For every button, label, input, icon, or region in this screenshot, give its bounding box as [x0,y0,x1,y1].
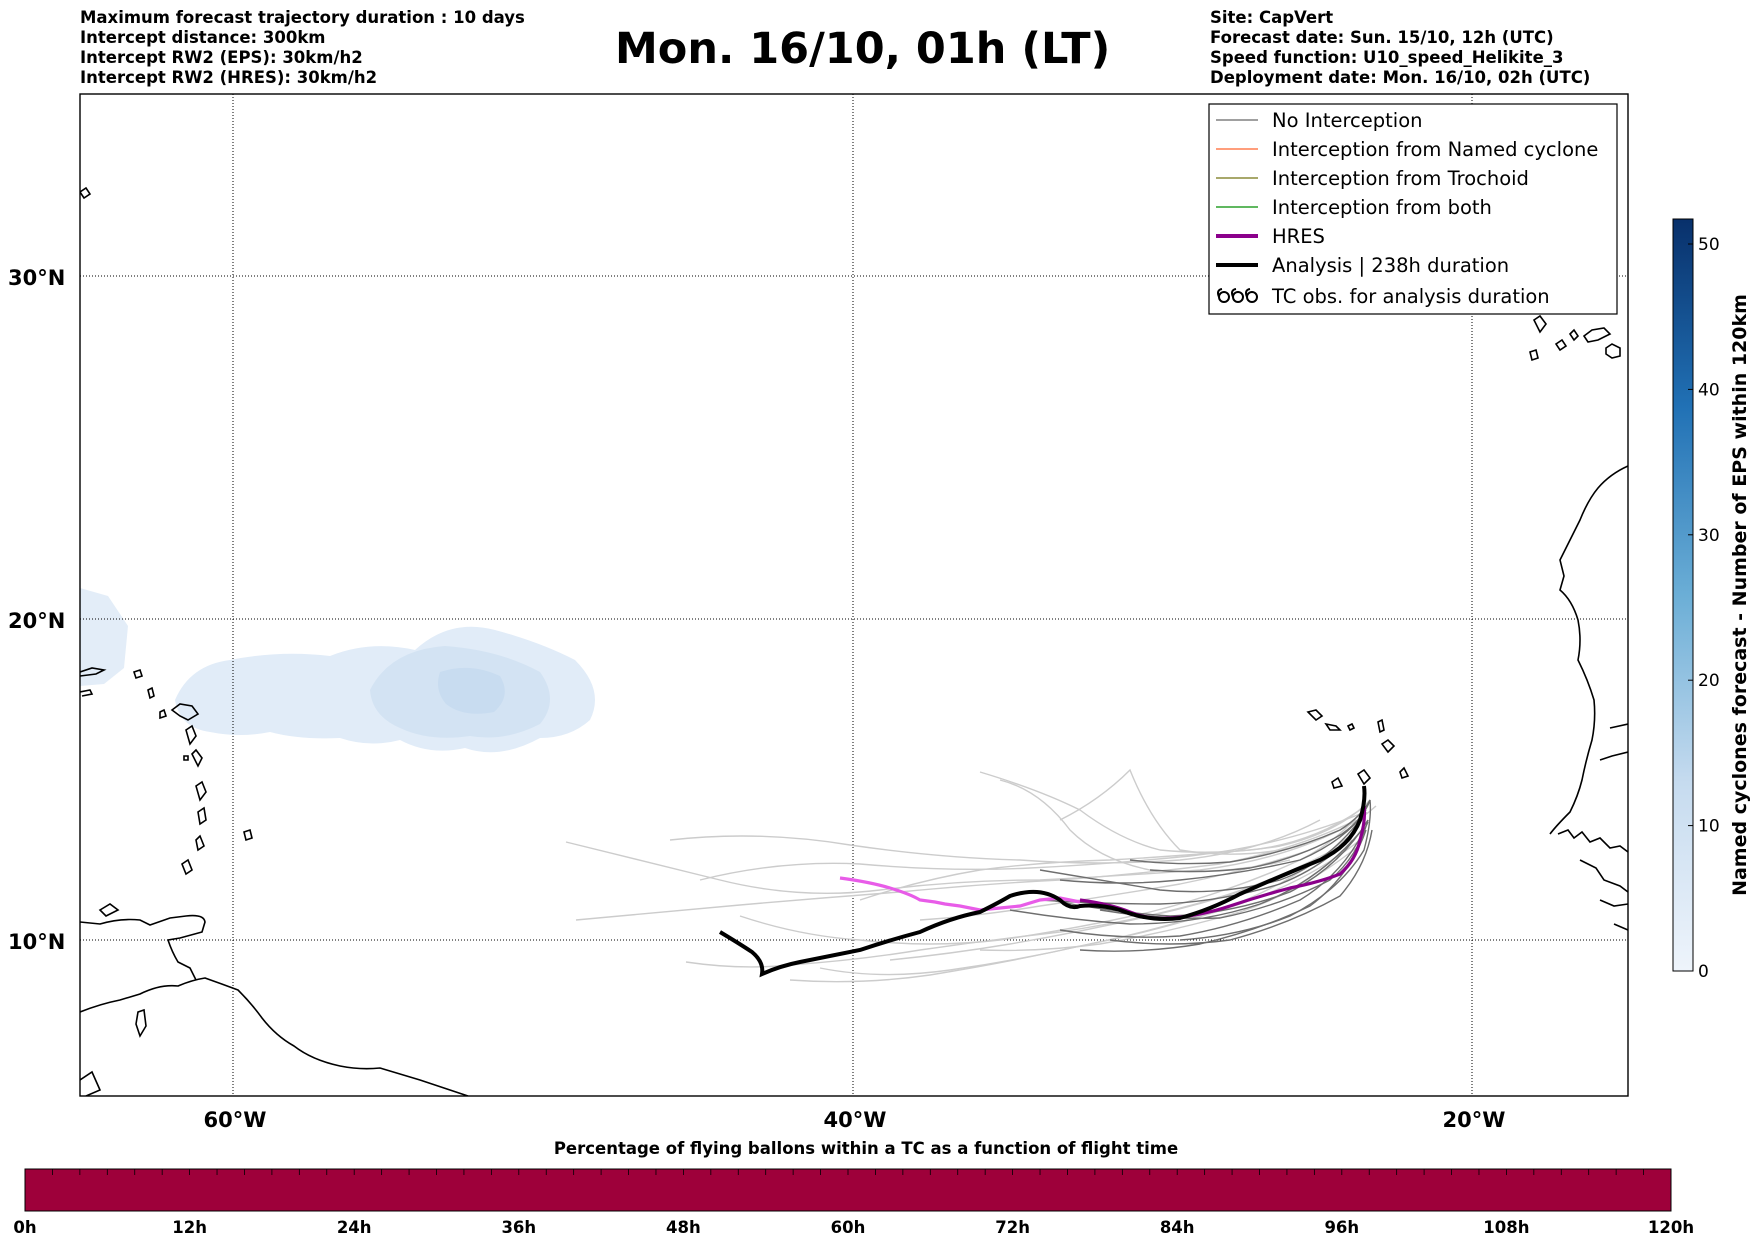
map-legend: No Interception Interception from Named … [1208,103,1618,315]
forecast-parameters: Maximum forecast trajectory duration : 1… [80,8,525,88]
site-info: Site: CapVert Forecast date: Sun. 15/10,… [1210,8,1590,88]
colorbar-tick-label: 30 [1698,526,1720,546]
ensemble-trajectories [565,768,1377,983]
intercept-hres-line: Intercept RW2 (HRES): 30km/h2 [80,68,378,87]
flight-time-tick-label: 0h [13,1218,36,1237]
colorbar-tick-label: 20 [1698,671,1720,691]
flight-time-tick-label: 120h [1648,1218,1694,1237]
lon-label-40w: 40°W [824,1108,887,1132]
legend-label: Analysis | 238h duration [1272,254,1509,277]
flight-time-tick-label: 60h [831,1218,866,1237]
site-line: Site: CapVert [1210,8,1334,27]
colorbar-title: Named cyclones forecast - Number of EPS … [1729,294,1751,896]
flight-time-tick-label: 72h [995,1218,1030,1237]
legend-label: Interception from both [1272,196,1492,219]
max-duration-line: Maximum forecast trajectory duration : 1… [80,8,525,27]
legend-item-analysis: Analysis | 238h duration [1216,254,1509,277]
legend-item-tc-obs: TC obs. for analysis duration [1217,285,1550,308]
flight-time-tick-label: 96h [1324,1218,1359,1237]
lon-label-20w: 20°W [1443,1108,1506,1132]
legend-label: Interception from Trochoid [1272,167,1529,190]
tc-symbol-icon [1217,288,1258,303]
flight-time-bar: Percentage of flying ballons within a TC… [13,1139,1694,1237]
flight-time-ticks: 0h 12h 24h 36h 48h 60h 72h 84h 96h 108h 120h [13,1169,1694,1237]
legend-item-named-cyclone: Interception from Named cyclone [1216,138,1598,161]
speed-function-line: Speed function: U10_speed_Helikite_3 [1210,48,1564,67]
colorbar-tick-label: 50 [1698,235,1720,255]
page-title: Mon. 16/10, 01h (LT) [615,24,1111,74]
map-area [80,94,1628,1096]
deployment-date-line: Deployment date: Mon. 16/10, 02h (UTC) [1210,68,1591,87]
colorbar-tick-label: 40 [1698,380,1720,400]
cyclone-density-shading [80,588,595,753]
legend-item-no-interception: No Interception [1216,109,1423,132]
legend-item-both: Interception from both [1216,196,1492,219]
legend-item-trochoid: Interception from Trochoid [1216,167,1529,190]
intercept-eps-line: Intercept RW2 (EPS): 30km/h2 [80,48,363,67]
flight-time-tick-label: 84h [1160,1218,1195,1237]
flight-time-tick-label: 48h [666,1218,701,1237]
colorbar-tick-label: 10 [1698,817,1720,837]
analysis-trajectory [718,785,1367,978]
legend-label: HRES [1272,225,1325,248]
colorbar-ticks: 0 10 20 30 40 50 [1688,235,1720,982]
lat-label-30n: 30°N [8,266,65,290]
legend-label: No Interception [1272,109,1423,132]
intercept-distance-line: Intercept distance: 300km [80,28,326,47]
forecast-date-line: Forecast date: Sun. 15/10, 12h (UTC) [1210,28,1554,47]
flight-time-tick-label: 36h [501,1218,536,1237]
legend-item-hres: HRES [1216,225,1325,248]
lat-label-10n: 10°N [8,930,65,954]
flight-time-bar-title: Percentage of flying ballons within a TC… [554,1139,1178,1158]
lat-label-20n: 20°N [8,609,65,633]
lon-label-60w: 60°W [204,1108,267,1132]
colorbar-tick-label: 0 [1698,962,1709,982]
flight-time-tick-label: 12h [172,1218,207,1237]
legend-label: TC obs. for analysis duration [1271,285,1550,308]
map-frame [79,93,1629,1097]
flight-time-tick-label: 24h [337,1218,372,1237]
legend-label: Interception from Named cyclone [1272,138,1598,161]
flight-time-bar-fill [24,1168,1672,1212]
flight-time-tick-label: 108h [1483,1218,1529,1237]
coastlines [80,186,1628,1096]
cyclone-colorbar: 0 10 20 30 40 50 Named cyclones forecast - Nu… [1672,218,1751,982]
